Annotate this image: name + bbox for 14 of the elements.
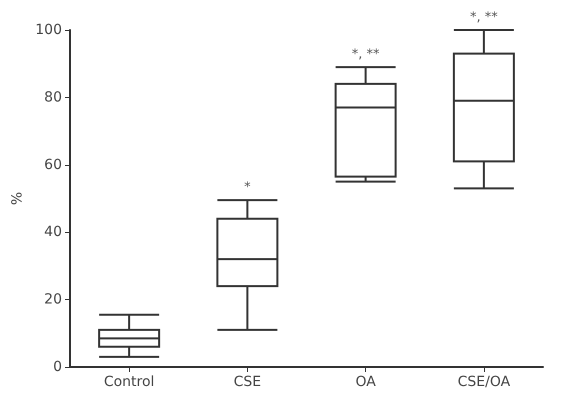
annotation: *, ** [352,47,380,62]
y-tick-label: 0 [53,359,62,375]
y-tick-label: 80 [44,89,62,106]
x-tick-label: CSE/OA [458,374,511,390]
y-tick-label: 60 [44,156,62,173]
annotation: *, ** [470,10,498,25]
x-tick-label: Control [104,374,154,390]
y-axis-title: % [9,192,26,206]
x-tick-label: CSE [234,374,262,390]
y-tick-label: 40 [44,224,62,240]
x-tick-label: OA [355,374,376,390]
y-tick-label: 20 [44,292,62,308]
annotation: * [244,180,252,196]
y-tick-label: 100 [35,22,62,38]
